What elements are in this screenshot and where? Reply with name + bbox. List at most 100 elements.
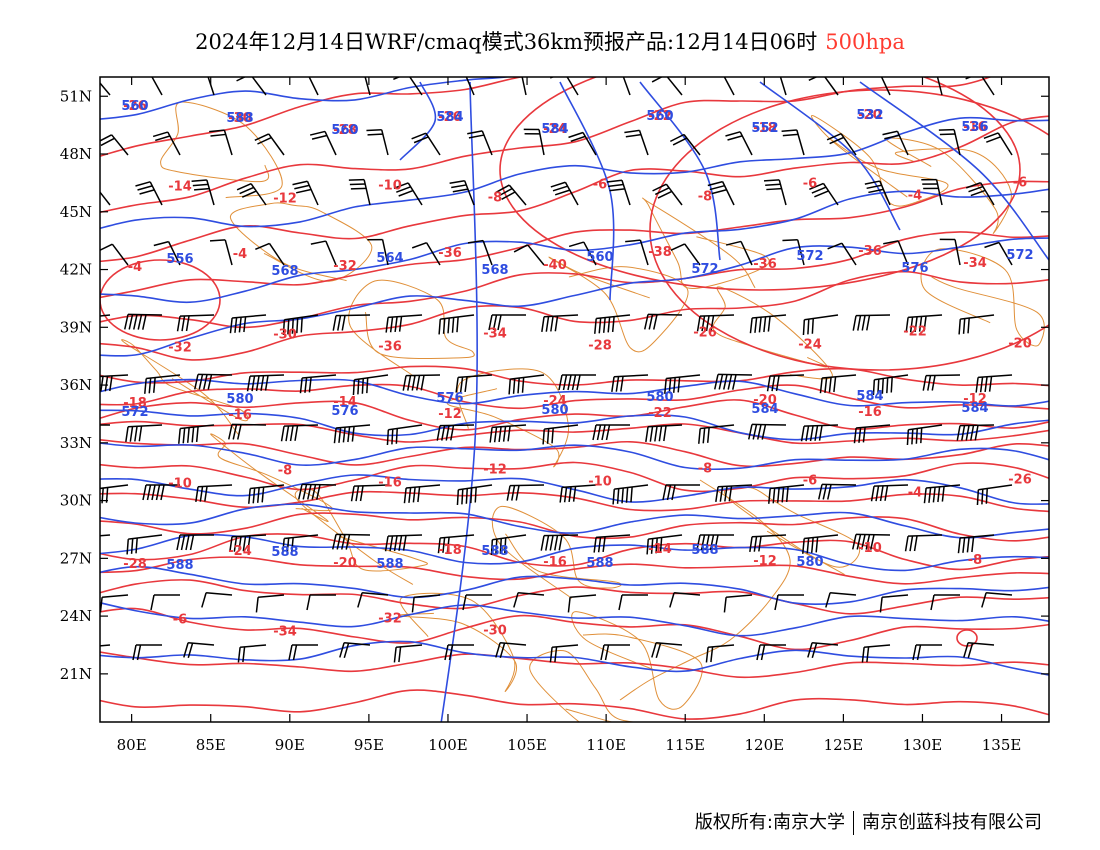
wind-barb <box>308 77 319 96</box>
wind-barb <box>918 316 923 332</box>
wind-barb <box>811 642 818 659</box>
lat-tick-label: 21N <box>60 665 92 683</box>
wind-barb <box>470 487 473 504</box>
wind-barb <box>593 537 597 553</box>
wind-barb <box>357 592 363 608</box>
wind-barb <box>355 485 360 502</box>
wind-barb <box>359 485 364 502</box>
wind-barb <box>195 426 199 442</box>
wind-barb <box>668 378 672 394</box>
temperature-label: -26 <box>438 110 462 125</box>
wind-barb <box>811 318 814 334</box>
wind-barb <box>841 242 857 266</box>
boundary-line <box>210 433 333 522</box>
wind-barb <box>545 535 550 551</box>
wind-barb <box>861 315 866 331</box>
wind-barb <box>389 316 394 333</box>
wind-barb <box>696 534 701 551</box>
wind-barb <box>407 375 412 391</box>
wind-barb <box>438 319 442 335</box>
wind-barb <box>818 425 823 441</box>
lat-tick-label: 39N <box>60 318 92 336</box>
wind-barb <box>468 134 485 139</box>
wind-barb <box>452 188 469 193</box>
wind-barb <box>763 316 767 333</box>
wind-barb <box>128 314 134 330</box>
wind-barb <box>873 484 909 487</box>
wind-barb <box>210 133 226 137</box>
wind-barb <box>728 485 733 502</box>
wind-barb <box>966 537 970 553</box>
wind-barb <box>756 644 761 661</box>
wind-barb <box>666 77 683 96</box>
wind-barb <box>456 316 459 333</box>
boundary-line <box>446 368 569 468</box>
wind-barb <box>571 374 577 391</box>
wind-barb <box>458 484 493 491</box>
wind-barb <box>654 426 658 442</box>
wind-barb <box>255 597 259 613</box>
wind-barb <box>367 133 383 136</box>
wind-barb <box>855 533 891 536</box>
wind-barb <box>897 240 909 266</box>
wind-barb <box>98 489 99 504</box>
temperature-label: -24 <box>543 394 567 409</box>
wind-barb <box>402 375 407 391</box>
wind-barb <box>448 644 454 661</box>
height-label: 560 <box>586 250 613 265</box>
wind-barb <box>657 190 673 199</box>
wind-barb <box>785 486 789 502</box>
temperature-label: -22 <box>648 406 672 421</box>
height-label: 576 <box>436 391 463 406</box>
temperature-label: -20 <box>858 108 882 123</box>
wind-barb <box>607 317 611 333</box>
wind-barb <box>670 243 686 252</box>
lat-tick-label: 36N <box>60 376 92 394</box>
height-label: 584 <box>541 122 568 137</box>
wind-barb <box>198 484 233 488</box>
wind-barb <box>511 485 516 501</box>
wind-barb <box>229 317 233 334</box>
wind-barb <box>283 424 319 427</box>
temperature-label: -8 <box>488 191 502 206</box>
temperature-contour <box>100 689 1049 720</box>
wind-barb <box>868 188 884 194</box>
wind-barb <box>185 534 190 551</box>
wind-barb <box>488 314 493 331</box>
wind-barb <box>927 375 932 391</box>
wind-barb <box>866 315 871 331</box>
temperature-label: -6 <box>173 613 187 628</box>
wind-barb <box>874 374 909 381</box>
temperature-label: -22 <box>648 109 672 124</box>
height-contour <box>100 442 1049 471</box>
wind-barb <box>646 539 650 555</box>
wind-barb <box>209 239 226 242</box>
wind-barb <box>445 425 450 441</box>
wind-barb <box>866 646 870 663</box>
lat-tick-label: 45N <box>60 203 92 221</box>
wind-barb <box>775 375 780 392</box>
wind-barb <box>134 77 138 78</box>
wind-barb <box>465 488 468 504</box>
wind-barb <box>361 378 364 394</box>
temperature-label: -20 <box>753 393 777 408</box>
wind-barb <box>770 484 805 490</box>
wind-barb <box>967 317 970 334</box>
wind-barb <box>583 241 597 266</box>
temperature-label: -30 <box>273 328 297 343</box>
wind-barb <box>155 135 171 142</box>
temperature-contour <box>100 556 1049 585</box>
temperature-contour <box>100 399 1049 431</box>
wind-barb <box>549 535 554 551</box>
wind-barb <box>291 318 294 334</box>
wind-barbs <box>96 77 1013 663</box>
wind-barb <box>592 424 597 441</box>
wind-barb <box>451 184 467 189</box>
wind-barb <box>616 488 620 504</box>
temperature-contour <box>100 651 1049 679</box>
wind-barb <box>908 314 943 319</box>
wind-barb <box>912 644 917 661</box>
temperature-contour <box>100 512 1049 542</box>
temperature-contour <box>100 259 221 341</box>
wind-barb <box>96 377 98 392</box>
